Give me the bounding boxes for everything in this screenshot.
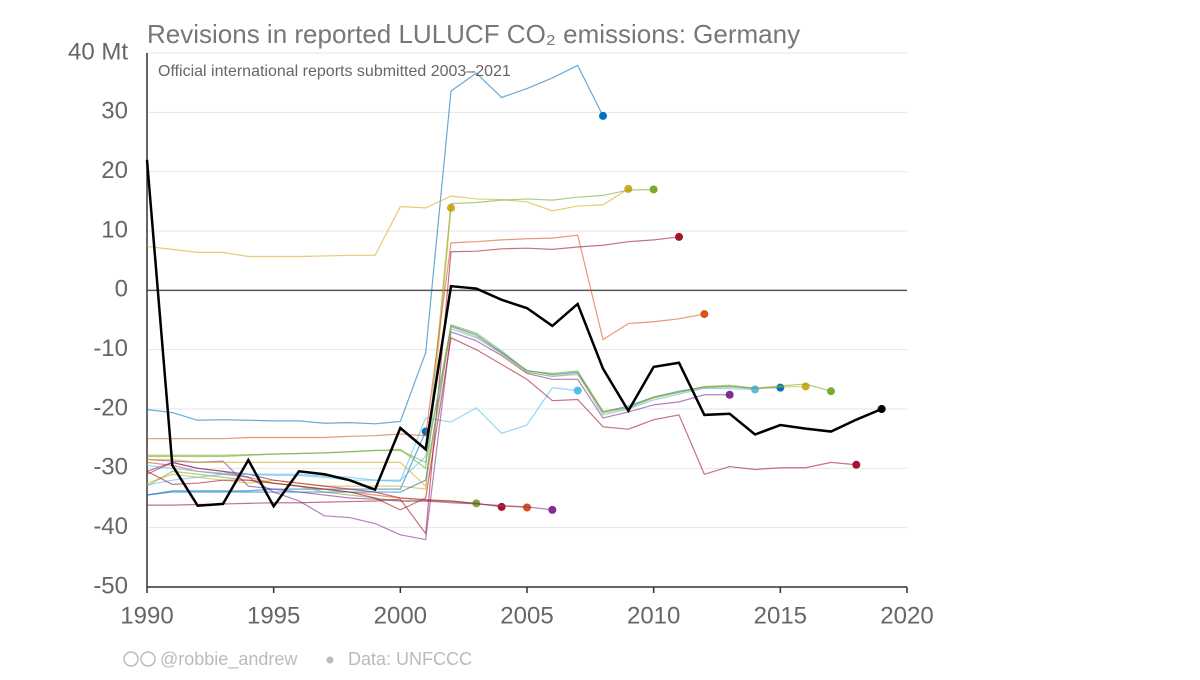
series-line: [146, 64, 604, 425]
end-point: [827, 387, 835, 396]
series-line: [147, 236, 680, 536]
end-point: [700, 310, 709, 319]
y-tick-label: -20: [93, 394, 128, 421]
series-line: [146, 331, 730, 541]
separator: [326, 656, 334, 664]
credit: @robbie_andrew: [160, 649, 298, 670]
end-point: [573, 386, 582, 395]
series-line: [147, 323, 832, 464]
y-tick-label: 40 Mt: [68, 38, 128, 65]
series-line: [146, 328, 756, 481]
chart-subtitle: Official international reports submitted…: [158, 63, 511, 80]
y-tick-label: -50: [93, 572, 128, 599]
series-line: [146, 458, 553, 511]
end-point: [624, 184, 633, 193]
x-tick-label: 2015: [754, 602, 807, 629]
x-tick-label: 2020: [880, 602, 933, 629]
y-tick-label: 0: [115, 276, 128, 303]
end-point: [649, 185, 658, 194]
series-line: [146, 325, 781, 496]
series-line: [146, 336, 857, 511]
x-tick-label: 1990: [120, 602, 173, 629]
x-tick-label: 2000: [374, 602, 427, 629]
series-line: [145, 159, 883, 509]
series-line: [147, 234, 705, 440]
end-point: [725, 390, 734, 399]
end-point: [852, 460, 861, 469]
y-tick-label: -10: [93, 335, 128, 362]
series-line: [147, 326, 806, 488]
series-line: [146, 188, 629, 258]
series-line: [146, 207, 452, 490]
end-point: [675, 232, 683, 241]
series-line: [147, 188, 654, 470]
end-point: [599, 111, 607, 120]
series-line: [146, 431, 427, 496]
end-point: [497, 502, 506, 511]
cc-icons: [123, 651, 156, 667]
y-tick-label: -40: [93, 513, 128, 540]
y-tick-label: 10: [101, 216, 128, 243]
series-line: [146, 387, 578, 486]
y-tick-label: 20: [101, 157, 128, 184]
end-point: [548, 505, 557, 514]
source: Data: UNFCCC: [348, 649, 472, 669]
y-tick-label: 30: [101, 98, 128, 125]
y-tick-label: -30: [93, 454, 128, 481]
end-point: [877, 405, 886, 413]
x-tick-label: 2010: [627, 602, 680, 629]
chart-title: Revisions in reported LULUCF CO₂ emissio…: [147, 19, 800, 49]
x-tick-label: 1995: [247, 602, 300, 629]
x-tick-label: 2005: [500, 602, 553, 629]
